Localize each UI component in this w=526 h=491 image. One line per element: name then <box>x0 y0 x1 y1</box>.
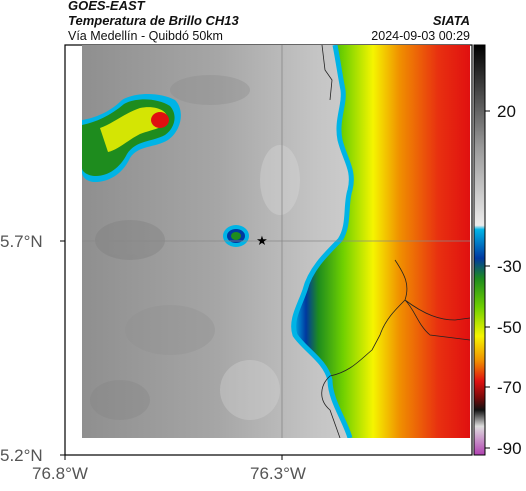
lat-label-5-7: 5.7°N <box>0 232 43 251</box>
colorbar-label-20: 20 <box>497 102 516 121</box>
colorbar-label-minus70: -70 <box>497 378 522 397</box>
colorbar <box>473 44 486 456</box>
route-subtitle: Vía Medellín - Quibdó 50km <box>68 29 223 43</box>
colorbar-label-minus90: -90 <box>497 439 522 458</box>
land-texture <box>90 75 300 420</box>
colorbar-label-minus50: -50 <box>497 318 522 337</box>
datetime-label: 2024-09-03 00:29 <box>371 29 470 43</box>
northwest-cloud-warm <box>100 107 168 152</box>
colorbar-ticks <box>485 110 490 449</box>
agency-label: SIATA <box>432 13 470 28</box>
convective-cloud-mass <box>293 45 470 438</box>
northwest-cloud-peak <box>151 112 169 128</box>
admin-boundaries-east <box>404 299 470 341</box>
cloud-edge <box>291 45 354 438</box>
colorbar-label-minus30: -30 <box>497 257 522 276</box>
lat-label-5-2: 5.2°N <box>0 446 43 465</box>
satellite-title: GOES-EAST <box>68 0 145 13</box>
admin-boundaries <box>321 45 408 438</box>
location-star-marker: ★ <box>256 234 268 249</box>
product-title: Temperatura de Brillo CH13 <box>68 13 239 28</box>
lon-label-76-3: 76.3°W <box>250 464 306 483</box>
lon-label-76-8: 76.8°W <box>32 464 88 483</box>
